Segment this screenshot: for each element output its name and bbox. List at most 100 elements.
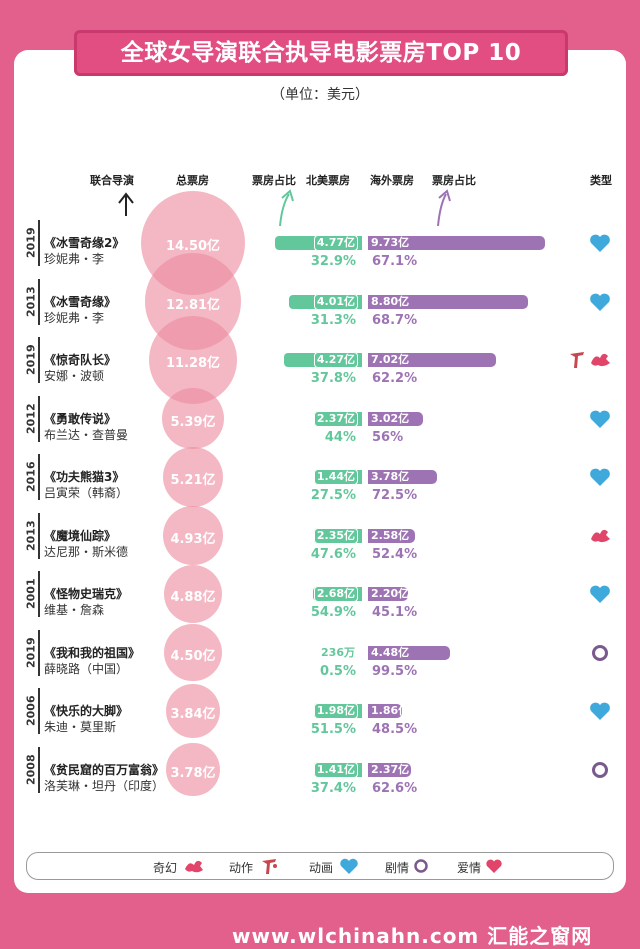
heart-blue-icon: [590, 293, 610, 311]
director-name: 达尼那・斯米德: [44, 544, 129, 559]
heart-blue-icon: [590, 234, 610, 252]
total-bubble: [162, 387, 224, 450]
os-share: 62.2%: [372, 371, 418, 386]
director-name: 安娜・波顿: [44, 369, 105, 383]
legend-drama: 剧情: [385, 861, 410, 875]
film-title: 《怪物史瑞克》: [44, 587, 129, 601]
os-bar: [368, 704, 402, 718]
os-share: 45.1%: [372, 605, 418, 620]
release-year: 2019: [24, 337, 40, 383]
heart-red-icon: [486, 859, 502, 873]
os-value: 1.86亿: [371, 704, 410, 717]
action-fantasy-icon: [570, 352, 610, 368]
kick-icon: [262, 859, 277, 874]
release-year: 2016: [24, 454, 40, 500]
na-share: 37.4%: [310, 780, 356, 796]
total-box-office: 11.28亿: [165, 356, 221, 371]
header-os-share: 票房占比: [432, 174, 476, 187]
os-share: 48.5%: [372, 722, 418, 737]
total-box-office: 14.50亿: [165, 239, 221, 254]
na-share: 0.5%: [319, 663, 356, 679]
release-year: 2013: [24, 512, 40, 559]
na-share: 54.9%: [310, 605, 356, 620]
os-value: 4.48亿: [371, 645, 410, 659]
dragon-icon: [185, 860, 203, 873]
release-year: 2006: [24, 688, 40, 734]
film-title: 《勇敢传说》: [44, 411, 117, 426]
film-title: 《冰雪奇缘》: [44, 294, 117, 309]
release-year: 2019: [24, 220, 40, 266]
os-share: 67.1%: [372, 254, 418, 269]
na-value: 1.98亿: [313, 703, 358, 719]
total-box-office: 5.39亿: [170, 414, 216, 430]
os-share: 52.4%: [372, 546, 418, 562]
na-value: 4.77亿: [313, 235, 358, 251]
director-name: 珍妮弗・李: [44, 252, 105, 266]
director-name: 维基・詹森: [44, 603, 105, 617]
na-value: 2.68亿: [313, 586, 358, 602]
na-value: 1.41亿: [313, 761, 358, 778]
release-year: 2019: [24, 629, 40, 676]
footer-watermark: www.wlchinahn.com 汇能之窗网: [232, 924, 593, 948]
film-title: 《我和我的祖国》: [44, 645, 141, 660]
os-value: 2.58亿: [371, 528, 410, 542]
na-share: 44%: [324, 429, 356, 445]
na-share: 32.9%: [310, 254, 356, 269]
os-value: 3.02亿: [371, 411, 410, 425]
na-share: 31.3%: [310, 312, 356, 328]
film-title: 《冰雪奇缘2》: [44, 236, 125, 250]
film-title: 《惊奇队长》: [44, 353, 117, 367]
ring-icon: [592, 644, 608, 661]
total-bubble: [162, 446, 224, 508]
film-title: 《贫民窟的百万富翁》: [44, 762, 165, 777]
os-share: 68.7%: [372, 312, 418, 328]
heart-blue-icon: [590, 702, 610, 720]
total-bubble: [164, 623, 222, 682]
os-bar: [368, 470, 437, 484]
ring-icon: [592, 761, 608, 778]
os-bar: [368, 294, 529, 309]
film-title: 《快乐的大脚》: [44, 704, 129, 718]
header-type: 类型: [590, 174, 612, 187]
director-name: 薛晓路（中国）: [44, 661, 129, 676]
total-box-office: 4.50亿: [170, 648, 216, 664]
release-year: 2012: [24, 395, 40, 442]
na-share: 51.5%: [310, 722, 356, 737]
na-share: 27.5%: [310, 488, 356, 503]
director-name: 吕寅荣（韩裔）: [44, 486, 129, 500]
os-bar: [368, 587, 409, 601]
total-bubble: [163, 505, 223, 566]
header-na-box: 北美票房: [306, 174, 350, 187]
release-year: 2013: [24, 278, 40, 325]
na-value: 236万: [321, 645, 355, 659]
director-name: 洛芙琳・坦丹（印度）: [44, 778, 165, 793]
total-box-office: 4.93亿: [170, 531, 216, 547]
unit-label: （单位：美元）: [271, 87, 369, 103]
na-value: 2.35亿: [313, 527, 358, 544]
na-share: 37.8%: [310, 371, 356, 386]
total-bubble: [163, 564, 223, 624]
heart-blue-icon: [590, 410, 610, 428]
na-value: 4.27亿: [313, 352, 358, 368]
na-value: 4.01亿: [313, 293, 358, 310]
heart-blue-icon: [590, 468, 610, 486]
total-bubble: [165, 683, 220, 738]
legend-action: 动作: [229, 861, 254, 875]
os-value: 3.78亿: [371, 470, 410, 483]
legend: 奇幻 动作 动画 剧情 爱情: [26, 852, 614, 880]
director-name: 朱迪・莫里斯: [44, 720, 117, 734]
legend-fantasy: 奇幻: [153, 861, 178, 875]
os-share: 56%: [372, 429, 404, 445]
film-title: 《魔境仙踪》: [44, 528, 117, 543]
na-value: 2.37亿: [313, 410, 358, 427]
os-bar: [368, 411, 423, 426]
director-name: 珍妮弗・李: [44, 310, 105, 325]
os-value: 2.20亿: [371, 587, 410, 600]
os-value: 7.02亿: [371, 353, 410, 366]
dragon-icon: [591, 529, 610, 542]
total-box-office: 4.88亿: [170, 590, 216, 605]
release-year: 2001: [24, 571, 40, 617]
na-value: 1.44亿: [313, 469, 358, 485]
chart-title: 全球女导演联合执导电影票房TOP 10: [74, 30, 568, 76]
heart-blue-icon: [590, 585, 610, 603]
